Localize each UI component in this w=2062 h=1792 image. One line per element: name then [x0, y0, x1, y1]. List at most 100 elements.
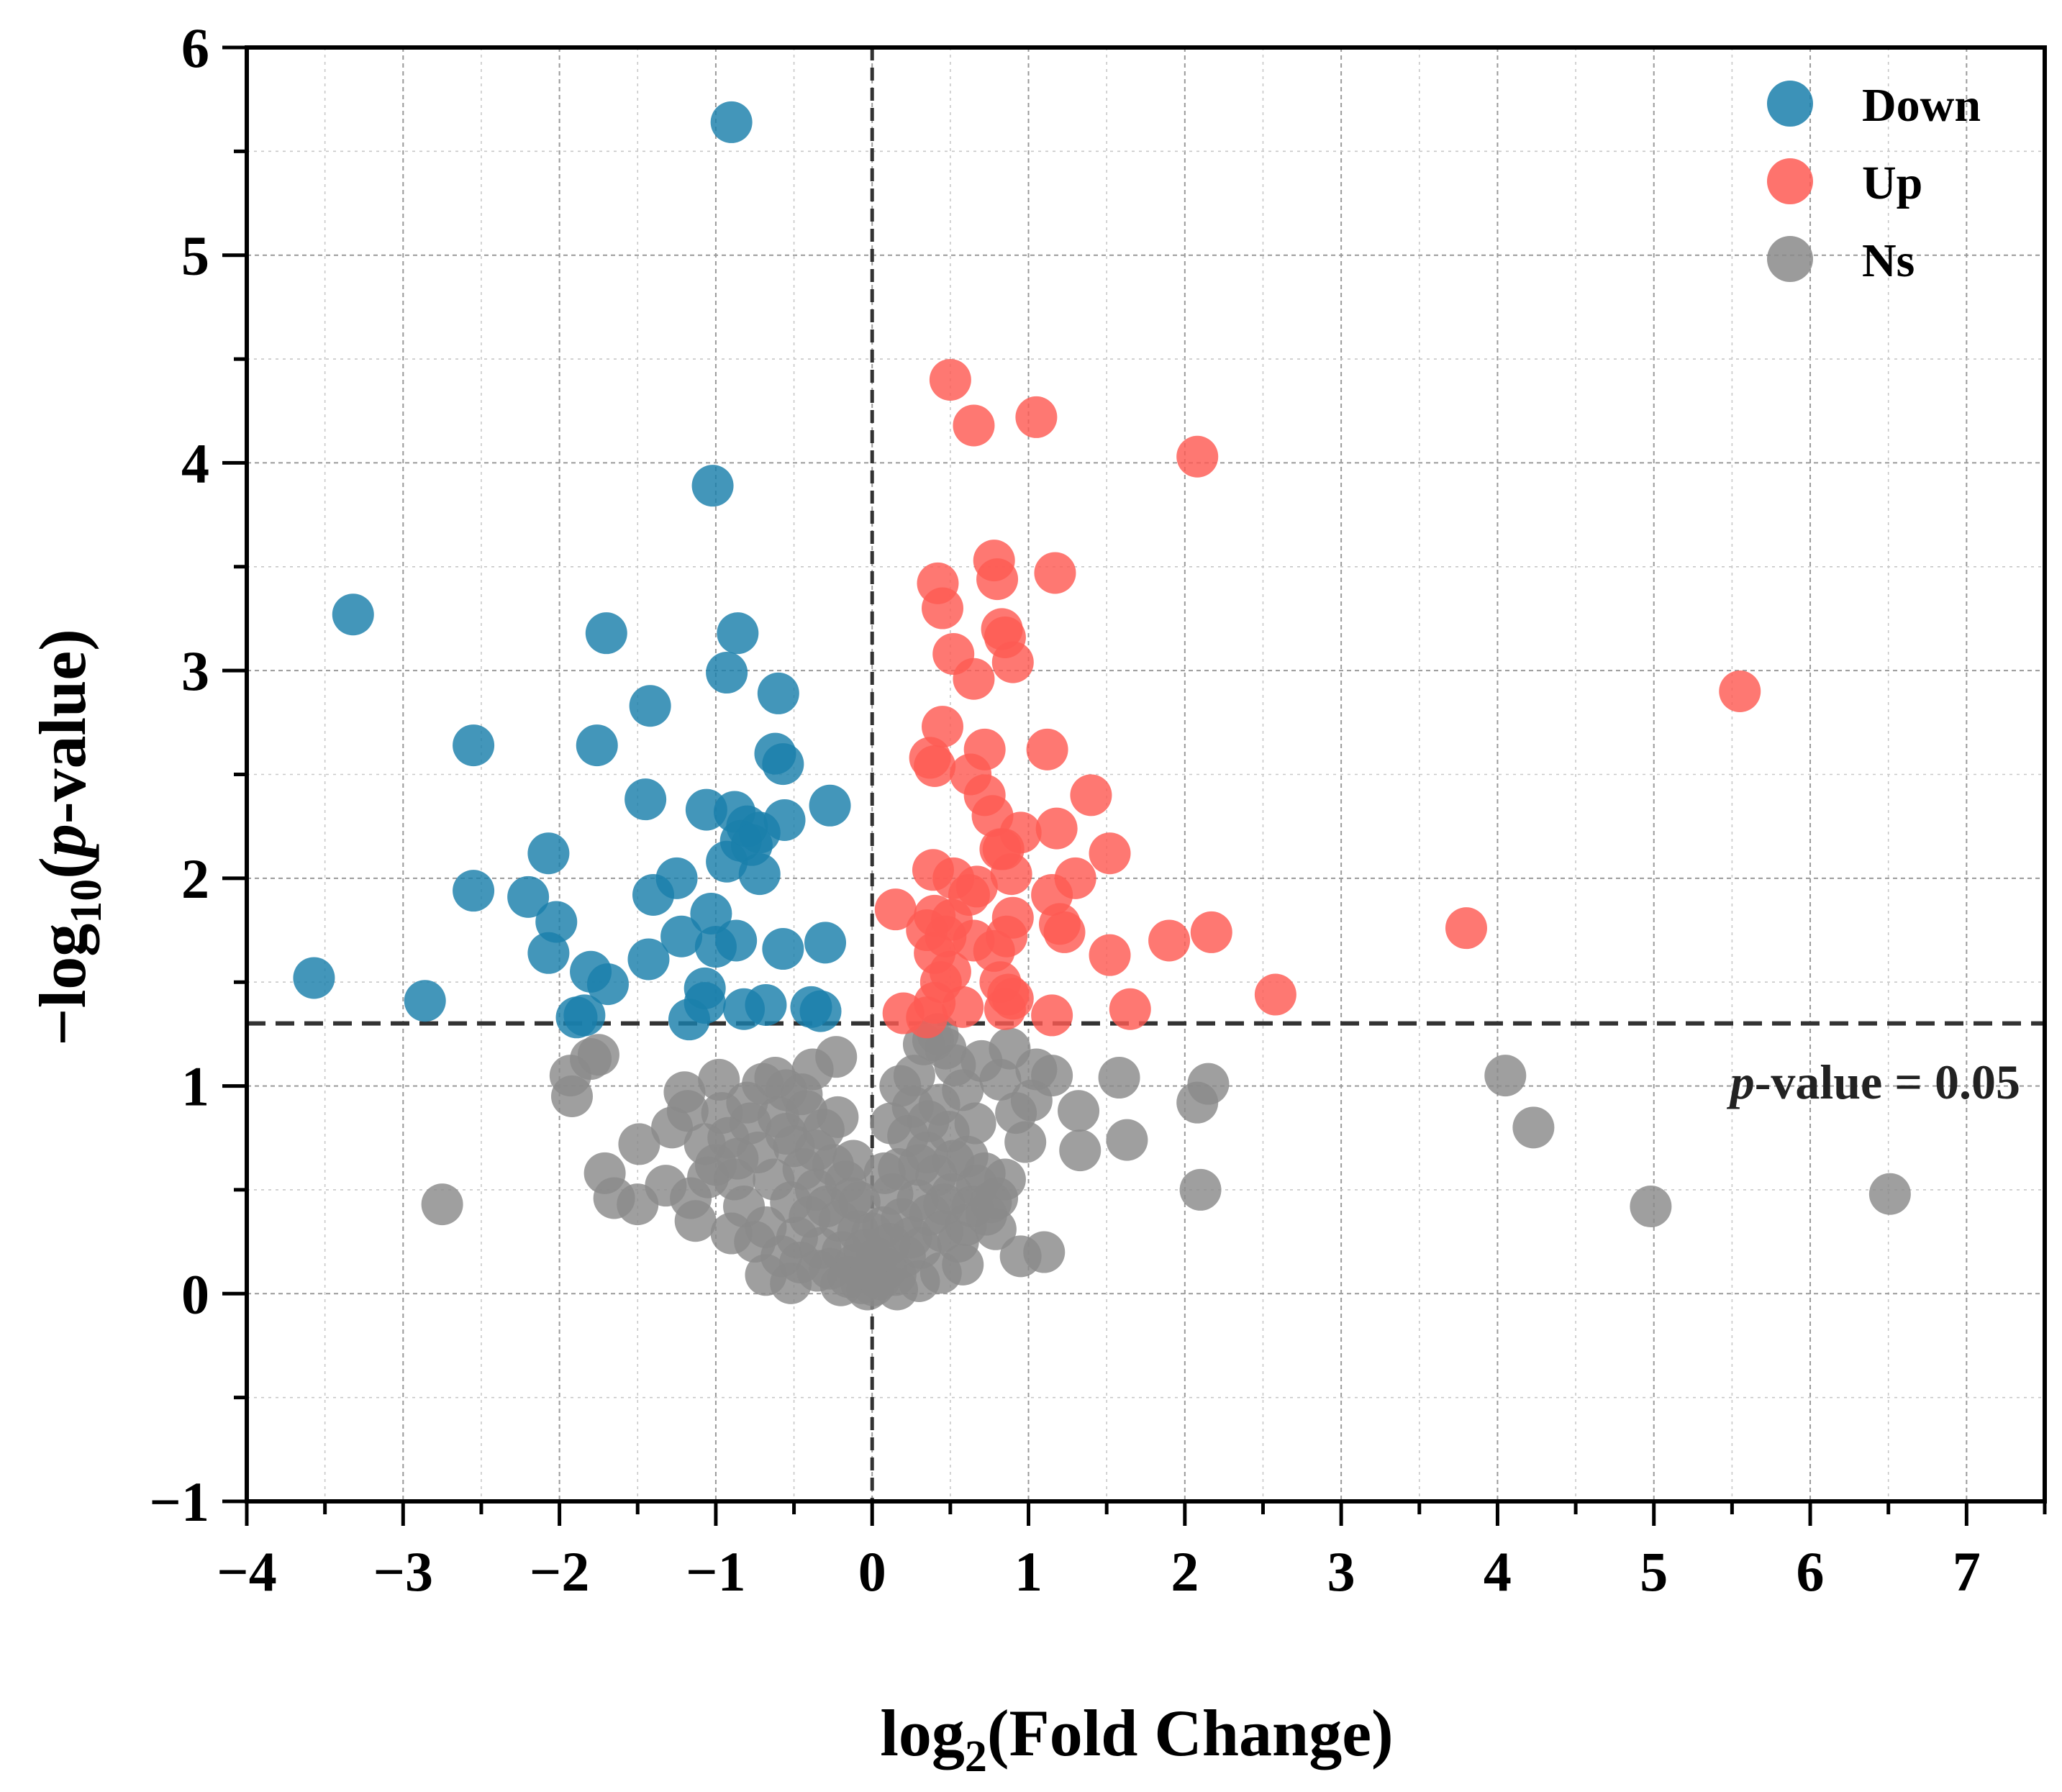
tick-labels: −4 −3 −2 −1 0 1 2 3 4 5 6 7 −1 0 1 2 3 4 5 6 — [150, 17, 1981, 1603]
point-down — [332, 593, 374, 636]
point-up — [976, 558, 1019, 601]
point-up — [1190, 911, 1232, 953]
point-down — [555, 996, 598, 1039]
point-ns — [832, 1140, 875, 1182]
point-down — [762, 743, 804, 786]
point-ns — [1098, 1057, 1140, 1099]
point-up — [1254, 973, 1296, 1016]
x-tick-label: 4 — [1484, 1540, 1512, 1603]
point-down — [586, 963, 629, 1006]
point-down — [293, 957, 335, 999]
y-axis-title: −log10(p-value) — [26, 629, 111, 1045]
x-tick-label: −2 — [530, 1540, 589, 1603]
point-up — [1034, 552, 1076, 594]
point-ns — [976, 1177, 1019, 1219]
point-up — [929, 358, 971, 401]
point-down — [627, 938, 670, 981]
point-down — [629, 685, 671, 727]
point-ns — [1484, 1055, 1527, 1097]
threshold-annotation: p-value = 0.05 — [1727, 1055, 2020, 1109]
point-up — [1089, 934, 1131, 976]
point-down — [799, 990, 842, 1032]
point-up — [1070, 774, 1112, 817]
point-down — [535, 901, 578, 943]
point-ns — [817, 1096, 859, 1138]
point-up — [991, 641, 1034, 683]
x-tick-label: 5 — [1640, 1540, 1668, 1603]
point-down — [576, 724, 618, 767]
point-down — [706, 840, 748, 883]
point-up — [942, 986, 984, 1028]
point-down — [660, 915, 703, 958]
x-tick-label: 2 — [1171, 1540, 1199, 1603]
y-tick-label: 1 — [181, 1055, 209, 1118]
point-down — [690, 892, 732, 934]
point-ns — [1630, 1186, 1672, 1228]
point-down — [453, 724, 495, 767]
data-points — [293, 101, 1911, 1311]
point-ns — [674, 1200, 717, 1242]
point-down — [585, 612, 627, 655]
point-ns — [1106, 1119, 1148, 1161]
point-down — [710, 101, 753, 143]
point-ns — [717, 1137, 759, 1180]
point-ns — [1023, 1231, 1066, 1273]
point-up — [1148, 919, 1191, 962]
point-ns — [550, 1075, 593, 1118]
point-up — [973, 929, 1015, 972]
point-down — [723, 988, 766, 1030]
point-up — [1176, 435, 1219, 478]
point-ns — [666, 1090, 709, 1132]
x-tick-label: 1 — [1014, 1540, 1043, 1603]
point-ns — [954, 1102, 996, 1145]
point-ns — [942, 1243, 984, 1286]
point-ns — [815, 1036, 858, 1078]
point-ns — [1179, 1168, 1222, 1211]
point-up — [1109, 988, 1151, 1030]
point-up — [953, 658, 995, 700]
x-tick-label: 3 — [1327, 1540, 1355, 1603]
y-tick-label: 5 — [181, 224, 209, 287]
point-up — [1445, 907, 1487, 950]
point-down — [809, 784, 851, 827]
x-tick-label: 0 — [858, 1540, 886, 1603]
legend-marker-down — [1767, 81, 1813, 127]
point-ns — [863, 1152, 906, 1194]
point-ns — [1187, 1063, 1230, 1105]
point-ns — [1512, 1106, 1555, 1149]
point-up — [874, 888, 917, 931]
x-tick-label: 6 — [1797, 1540, 1825, 1603]
point-ns — [932, 1140, 975, 1182]
x-tick-label: −1 — [686, 1540, 745, 1603]
point-up — [953, 404, 995, 447]
legend-label-up: Up — [1862, 157, 1922, 209]
legend-label-ns: Ns — [1862, 235, 1915, 287]
point-down — [738, 853, 781, 896]
y-tick-label: 6 — [181, 17, 209, 79]
point-ns — [618, 1123, 660, 1165]
point-down — [404, 980, 446, 1022]
point-up — [1089, 832, 1131, 875]
point-up — [1031, 994, 1073, 1037]
point-down — [453, 870, 495, 912]
legend-marker-up — [1767, 158, 1813, 204]
point-ns — [1059, 1129, 1102, 1172]
x-tick-label: −3 — [373, 1540, 433, 1603]
point-ns — [907, 1100, 950, 1142]
point-down — [706, 652, 748, 694]
point-down — [632, 873, 674, 916]
point-down — [762, 928, 804, 970]
point-up — [1026, 728, 1068, 770]
y-tick-label: 0 — [181, 1263, 209, 1325]
x-tick-label: 7 — [1953, 1540, 1981, 1603]
point-down — [668, 999, 710, 1041]
point-ns — [794, 1129, 837, 1172]
point-ns — [898, 1144, 940, 1186]
point-ns — [945, 1204, 987, 1247]
point-ns — [698, 1058, 740, 1101]
point-up — [1035, 807, 1078, 850]
y-tick-label: 3 — [181, 640, 209, 702]
point-ns — [1868, 1173, 1911, 1215]
point-ns — [1031, 1055, 1073, 1097]
